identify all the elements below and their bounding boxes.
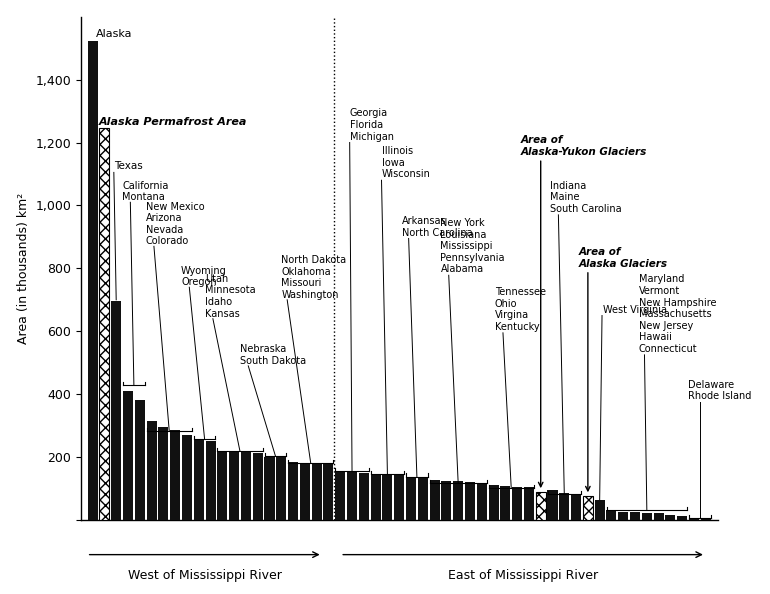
Bar — [547, 491, 557, 520]
Bar — [229, 451, 239, 520]
Text: Alaska Permafrost Area: Alaska Permafrost Area — [99, 117, 247, 127]
Bar — [123, 391, 133, 520]
Bar — [217, 451, 227, 520]
Bar — [146, 421, 156, 520]
Text: Area of
Alaska-Yukon Glaciers: Area of Alaska-Yukon Glaciers — [521, 135, 647, 157]
Bar — [276, 457, 286, 520]
Text: North Dakota
Oklahoma
Missouri
Washington: North Dakota Oklahoma Missouri Washingto… — [281, 255, 346, 300]
Bar — [335, 472, 345, 520]
Bar — [536, 492, 546, 520]
Text: Illinois
Iowa
Wisconsin: Illinois Iowa Wisconsin — [381, 146, 430, 179]
Text: New Mexico
Arizona
Nevada
Colorado: New Mexico Arizona Nevada Colorado — [146, 201, 204, 247]
Bar — [194, 440, 204, 520]
Bar — [441, 481, 451, 520]
Bar — [677, 516, 687, 520]
Text: Utah
Minnesota
Idaho
Kansas: Utah Minnesota Idaho Kansas — [205, 274, 256, 319]
Bar — [524, 487, 534, 520]
Bar — [88, 41, 98, 520]
Text: Texas: Texas — [114, 162, 142, 172]
Text: Maryland
Vermont
New Hampshire
Massachusetts
New Jersey
Hawaii
Connecticut: Maryland Vermont New Hampshire Massachus… — [638, 274, 716, 354]
Bar — [135, 400, 145, 520]
Text: New York
Louisiana
Mississippi
Pennsylvania
Alabama: New York Louisiana Mississippi Pennsylva… — [440, 218, 505, 274]
Text: Area of
Alaska Glaciers: Area of Alaska Glaciers — [578, 247, 668, 269]
Bar — [630, 513, 640, 520]
Bar — [288, 463, 298, 520]
Text: East of Mississippi River: East of Mississippi River — [448, 569, 598, 582]
Text: Arkansas
North Carolina: Arkansas North Carolina — [402, 216, 472, 238]
Bar — [665, 514, 675, 520]
Bar — [488, 485, 498, 520]
Bar — [689, 518, 699, 520]
Bar — [370, 475, 380, 520]
Bar — [253, 453, 263, 520]
Bar — [323, 465, 333, 520]
Bar — [642, 513, 652, 520]
Bar — [300, 463, 310, 520]
Bar — [618, 512, 628, 520]
Bar — [454, 481, 464, 520]
Text: Alaska: Alaska — [96, 29, 132, 39]
Text: Delaware
Rhode Island: Delaware Rhode Island — [688, 380, 752, 401]
Text: Georgia
Florida
Michigan: Georgia Florida Michigan — [350, 108, 393, 141]
Bar — [264, 457, 274, 520]
Bar — [430, 480, 440, 520]
Text: Nebraska
South Dakota: Nebraska South Dakota — [240, 345, 306, 366]
Bar — [571, 494, 581, 520]
Bar — [594, 500, 604, 520]
Bar — [512, 487, 522, 520]
Text: West Virginia: West Virginia — [603, 305, 667, 315]
Bar — [206, 441, 216, 520]
Y-axis label: Area (in thousands) km²: Area (in thousands) km² — [17, 192, 30, 344]
Bar — [583, 497, 593, 520]
Bar — [111, 301, 121, 520]
Bar — [182, 435, 192, 520]
Bar — [159, 427, 169, 520]
Bar — [559, 493, 569, 520]
Text: West of Mississippi River: West of Mississippi River — [128, 569, 282, 582]
Text: California
Montana: California Montana — [122, 181, 169, 203]
Bar — [500, 486, 511, 520]
Bar — [99, 128, 109, 520]
Bar — [383, 475, 393, 520]
Bar — [654, 513, 664, 520]
Bar — [312, 463, 322, 520]
Bar — [418, 477, 428, 520]
Bar — [170, 429, 180, 520]
Text: Wyoming
Oregon: Wyoming Oregon — [181, 266, 227, 287]
Text: Indiana
Maine
South Carolina: Indiana Maine South Carolina — [550, 181, 621, 214]
Bar — [465, 482, 475, 520]
Bar — [347, 472, 357, 520]
Bar — [394, 475, 404, 520]
Text: Tennessee
Ohio
Virgina
Kentucky: Tennessee Ohio Virgina Kentucky — [494, 287, 546, 332]
Bar — [406, 476, 416, 520]
Bar — [477, 482, 487, 520]
Bar — [241, 453, 251, 520]
Bar — [607, 510, 617, 520]
Bar — [701, 519, 711, 520]
Bar — [359, 472, 369, 520]
